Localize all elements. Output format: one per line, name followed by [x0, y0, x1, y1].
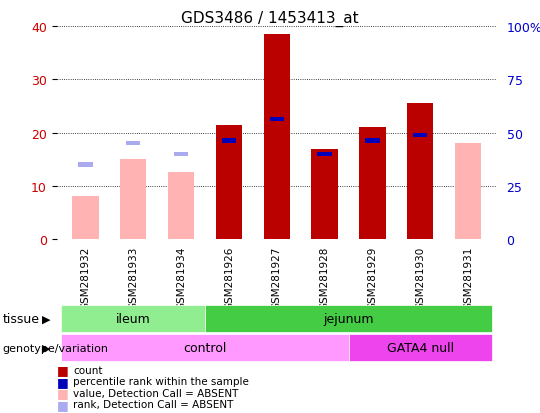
Text: ileum: ileum [116, 313, 151, 325]
Bar [407, 104, 434, 240]
Bar [269, 118, 284, 122]
Bar [57, 240, 497, 413]
Bar [222, 139, 236, 143]
Bar [78, 163, 92, 167]
Bar [413, 134, 428, 138]
Text: value, Detection Call = ABSENT: value, Detection Call = ABSENT [73, 388, 238, 398]
Text: jejunum: jejunum [323, 313, 374, 325]
Bar [126, 142, 140, 146]
Bar [348, 335, 492, 361]
Bar [264, 35, 290, 240]
Text: ▶: ▶ [42, 343, 51, 353]
Text: percentile rank within the sample: percentile rank within the sample [73, 376, 249, 386]
Text: control: control [183, 342, 227, 354]
Bar [365, 139, 380, 143]
Text: ▶: ▶ [42, 314, 51, 324]
Bar [318, 152, 332, 157]
Text: rank, Detection Call = ABSENT: rank, Detection Call = ABSENT [73, 399, 233, 409]
Bar [216, 125, 242, 240]
Bar [359, 128, 386, 240]
Bar [62, 335, 348, 361]
Text: GATA4 null: GATA4 null [387, 342, 454, 354]
Text: genotype/variation: genotype/variation [3, 343, 109, 353]
Text: ■: ■ [57, 398, 69, 411]
Bar [168, 173, 194, 240]
Text: count: count [73, 365, 103, 375]
Text: GDS3486 / 1453413_at: GDS3486 / 1453413_at [181, 10, 359, 26]
Bar [120, 160, 146, 240]
Text: ■: ■ [57, 386, 69, 399]
Text: tissue: tissue [3, 312, 40, 325]
Text: ■: ■ [57, 375, 69, 388]
Bar [72, 197, 99, 240]
Bar [62, 306, 205, 332]
Bar [312, 149, 338, 240]
Bar [455, 144, 481, 240]
Bar [205, 306, 492, 332]
Bar [174, 152, 188, 157]
Text: ■: ■ [57, 363, 69, 376]
